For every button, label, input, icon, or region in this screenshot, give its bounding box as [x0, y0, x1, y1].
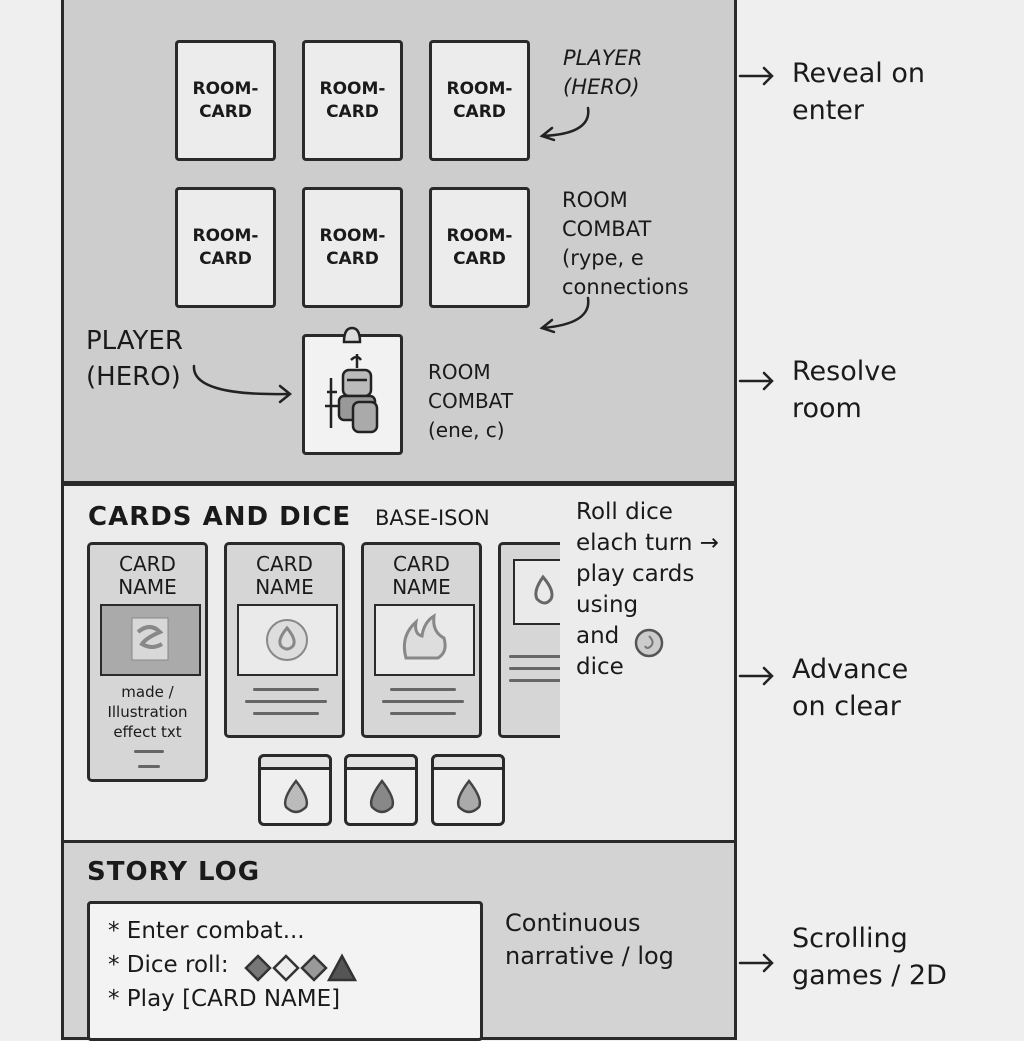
- log-line: * Play [CARD NAME]: [108, 986, 341, 1012]
- game-card[interactable]: CARD NAME made / Illustration effect txt: [87, 542, 208, 782]
- dice-token-icon: [634, 628, 664, 658]
- dice-roll-icons: [244, 953, 358, 982]
- game-card-partial[interactable]: [498, 542, 575, 738]
- flow-step-resolve: Resolve room: [792, 356, 897, 424]
- drop-icon: [266, 619, 308, 661]
- die[interactable]: [258, 754, 332, 826]
- log-line: * Dice roll:: [108, 952, 229, 978]
- game-card[interactable]: CARD NAME: [361, 542, 482, 738]
- card-illustration: [100, 604, 201, 676]
- flow-step-scrolling: Scrolling games / 2D: [792, 923, 947, 991]
- room-card[interactable]: ROOM- CARD: [429, 187, 530, 308]
- room-card[interactable]: ROOM- CARD: [175, 187, 276, 308]
- wave-icon: [131, 617, 169, 661]
- log-line: * Enter combat...: [108, 918, 305, 944]
- drop-icon: [283, 778, 309, 814]
- room-combat-label: ROOM COMBAT (ene, c): [428, 360, 514, 442]
- card-illustration: [237, 604, 338, 676]
- card-name: CARD NAME: [392, 552, 451, 599]
- drop-icon: [534, 574, 554, 605]
- game-card[interactable]: CARD NAME: [224, 542, 345, 738]
- room-card[interactable]: ROOM- CARD: [302, 187, 403, 308]
- roll-dice-note: Roll dice elach turn → play cards using …: [576, 499, 719, 680]
- bell-icon: [342, 326, 362, 344]
- room-card[interactable]: ROOM- CARD: [429, 40, 530, 161]
- story-log-title: STORY LOG: [87, 857, 261, 887]
- die[interactable]: [344, 754, 418, 826]
- continuous-log-note: Continuous narrative / log: [505, 909, 674, 970]
- cards-section-subtitle: BASE-ISON: [375, 506, 490, 530]
- card-illustration: [374, 604, 475, 676]
- room-card[interactable]: ROOM- CARD: [302, 40, 403, 161]
- drop-icon: [456, 778, 482, 814]
- story-log-box[interactable]: * Enter combat... * Dice roll: * Play [C…: [87, 901, 483, 1041]
- knight-icon: [324, 353, 378, 433]
- room-combat-note: ROOM COMBAT (rype, e connections: [562, 188, 689, 299]
- card-text: made / Illustration effect txt: [107, 683, 188, 741]
- room-card[interactable]: ROOM- CARD: [175, 40, 276, 161]
- player-hero-label: PLAYER (HERO): [86, 326, 183, 392]
- flow-step-advance: Advance on clear: [792, 654, 909, 722]
- note-backdrop: [560, 495, 730, 745]
- fire-icon: [402, 613, 447, 660]
- flow-arrows: [738, 66, 774, 973]
- card-name: CARD NAME: [118, 552, 177, 599]
- drop-icon: [369, 778, 395, 814]
- cards-section-title: CARDS AND DICE: [88, 502, 352, 532]
- hero-card[interactable]: [302, 334, 403, 455]
- player-hero-note: PLAYER (HERO): [563, 46, 643, 99]
- die[interactable]: [431, 754, 505, 826]
- flow-step-reveal: Reveal on enter: [792, 58, 926, 126]
- card-name: CARD NAME: [255, 552, 314, 599]
